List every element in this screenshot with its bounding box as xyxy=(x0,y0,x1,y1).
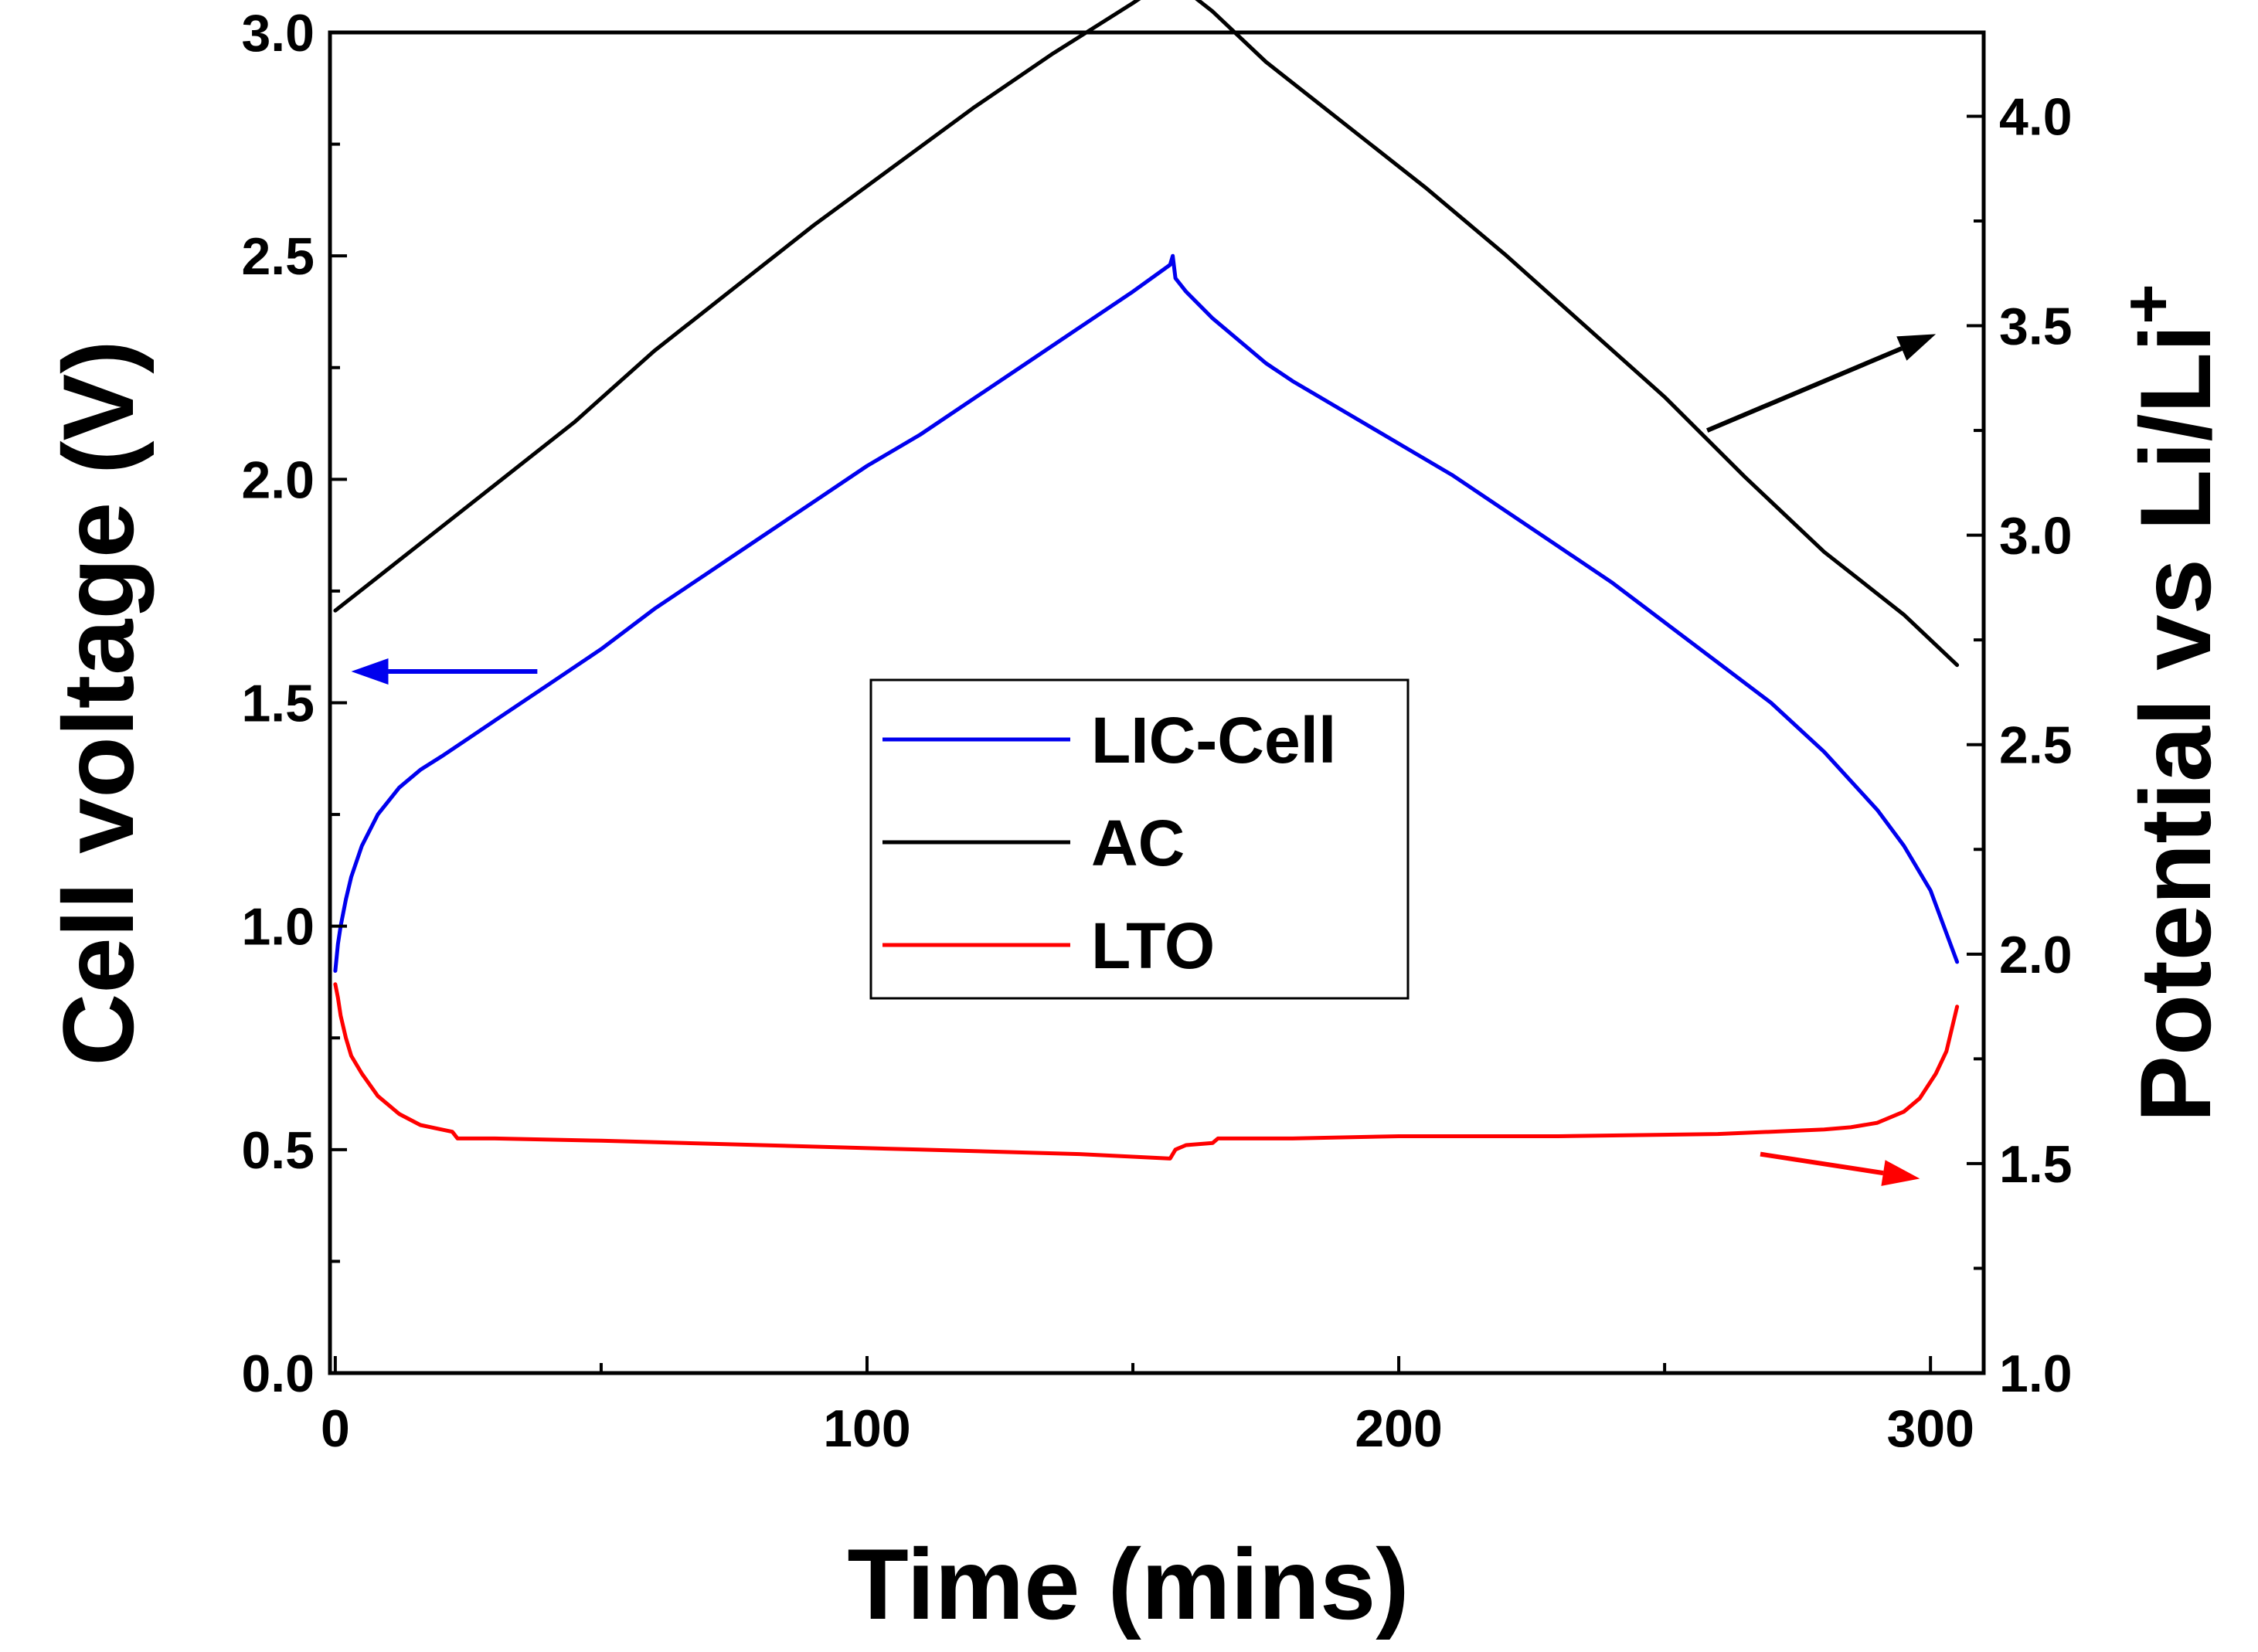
y-right-tick-label: 1.0 xyxy=(1999,1344,2073,1403)
arrow-ac xyxy=(1706,334,1937,433)
series-line-ac xyxy=(333,0,1960,668)
legend-item-lic-cell: LIC-Cell xyxy=(882,704,1336,777)
y-axis-title-right-sup: + xyxy=(2110,284,2187,325)
legend-label: AC xyxy=(1091,807,1185,879)
y-left-tick-label: 0.5 xyxy=(241,1121,315,1180)
y-left-tick-label: 1.0 xyxy=(241,898,315,957)
x-tick-label: 0 xyxy=(321,1399,350,1458)
y-right-tick-label: 3.5 xyxy=(1999,297,2073,356)
y-left-tick-label: 0.0 xyxy=(241,1344,315,1403)
x-tick-label: 200 xyxy=(1355,1399,1442,1458)
legend: LIC-Cell AC LTO xyxy=(869,678,1410,1000)
y-left-tick-label: 1.5 xyxy=(241,675,315,733)
y-axis-title-right-base: Potential vs Li/Li xyxy=(2119,325,2232,1123)
tick-layer: 0 100 200 300 0.0 0.5 1.0 1.5 2.0 2.5 3.0 1.0 1.5 2.0… xyxy=(241,4,2072,1458)
x-tick-label: 300 xyxy=(1886,1399,1974,1458)
y-right-tick-label: 4.0 xyxy=(1999,87,2073,146)
x-tick-label: 100 xyxy=(823,1399,910,1458)
legend-item-lto: LTO xyxy=(882,909,1215,982)
arrow-layer xyxy=(351,334,1937,1186)
y-right-tick-label: 2.0 xyxy=(1999,926,2073,984)
y-right-tick-label: 2.5 xyxy=(1999,716,2073,775)
legend-item-ac: AC xyxy=(882,807,1185,879)
legend-label: LTO xyxy=(1091,909,1215,982)
series-layer xyxy=(333,0,1960,1161)
y-axis-title-right: Potential vs Li/Li+ xyxy=(2110,284,2232,1123)
y-right-tick-label: 1.5 xyxy=(1999,1135,2073,1194)
y-right-tick-label: 3.0 xyxy=(1999,507,2073,566)
y-left-tick-label: 2.5 xyxy=(241,227,315,286)
legend-items: LIC-Cell AC LTO xyxy=(882,704,1336,982)
arrow-lic-cell xyxy=(351,658,538,685)
series-line-lic-cell xyxy=(333,253,1960,973)
y-left-tick-label: 2.0 xyxy=(241,450,315,509)
x-axis-title: Time (mins) xyxy=(847,1528,1409,1640)
legend-label: LIC-Cell xyxy=(1091,704,1336,777)
y-axis-title-left: Cell voltage (V) xyxy=(42,340,155,1066)
series-line-lto xyxy=(333,982,1960,1161)
arrow-lto xyxy=(1760,1151,1920,1186)
y-left-tick-label: 3.0 xyxy=(241,4,315,63)
